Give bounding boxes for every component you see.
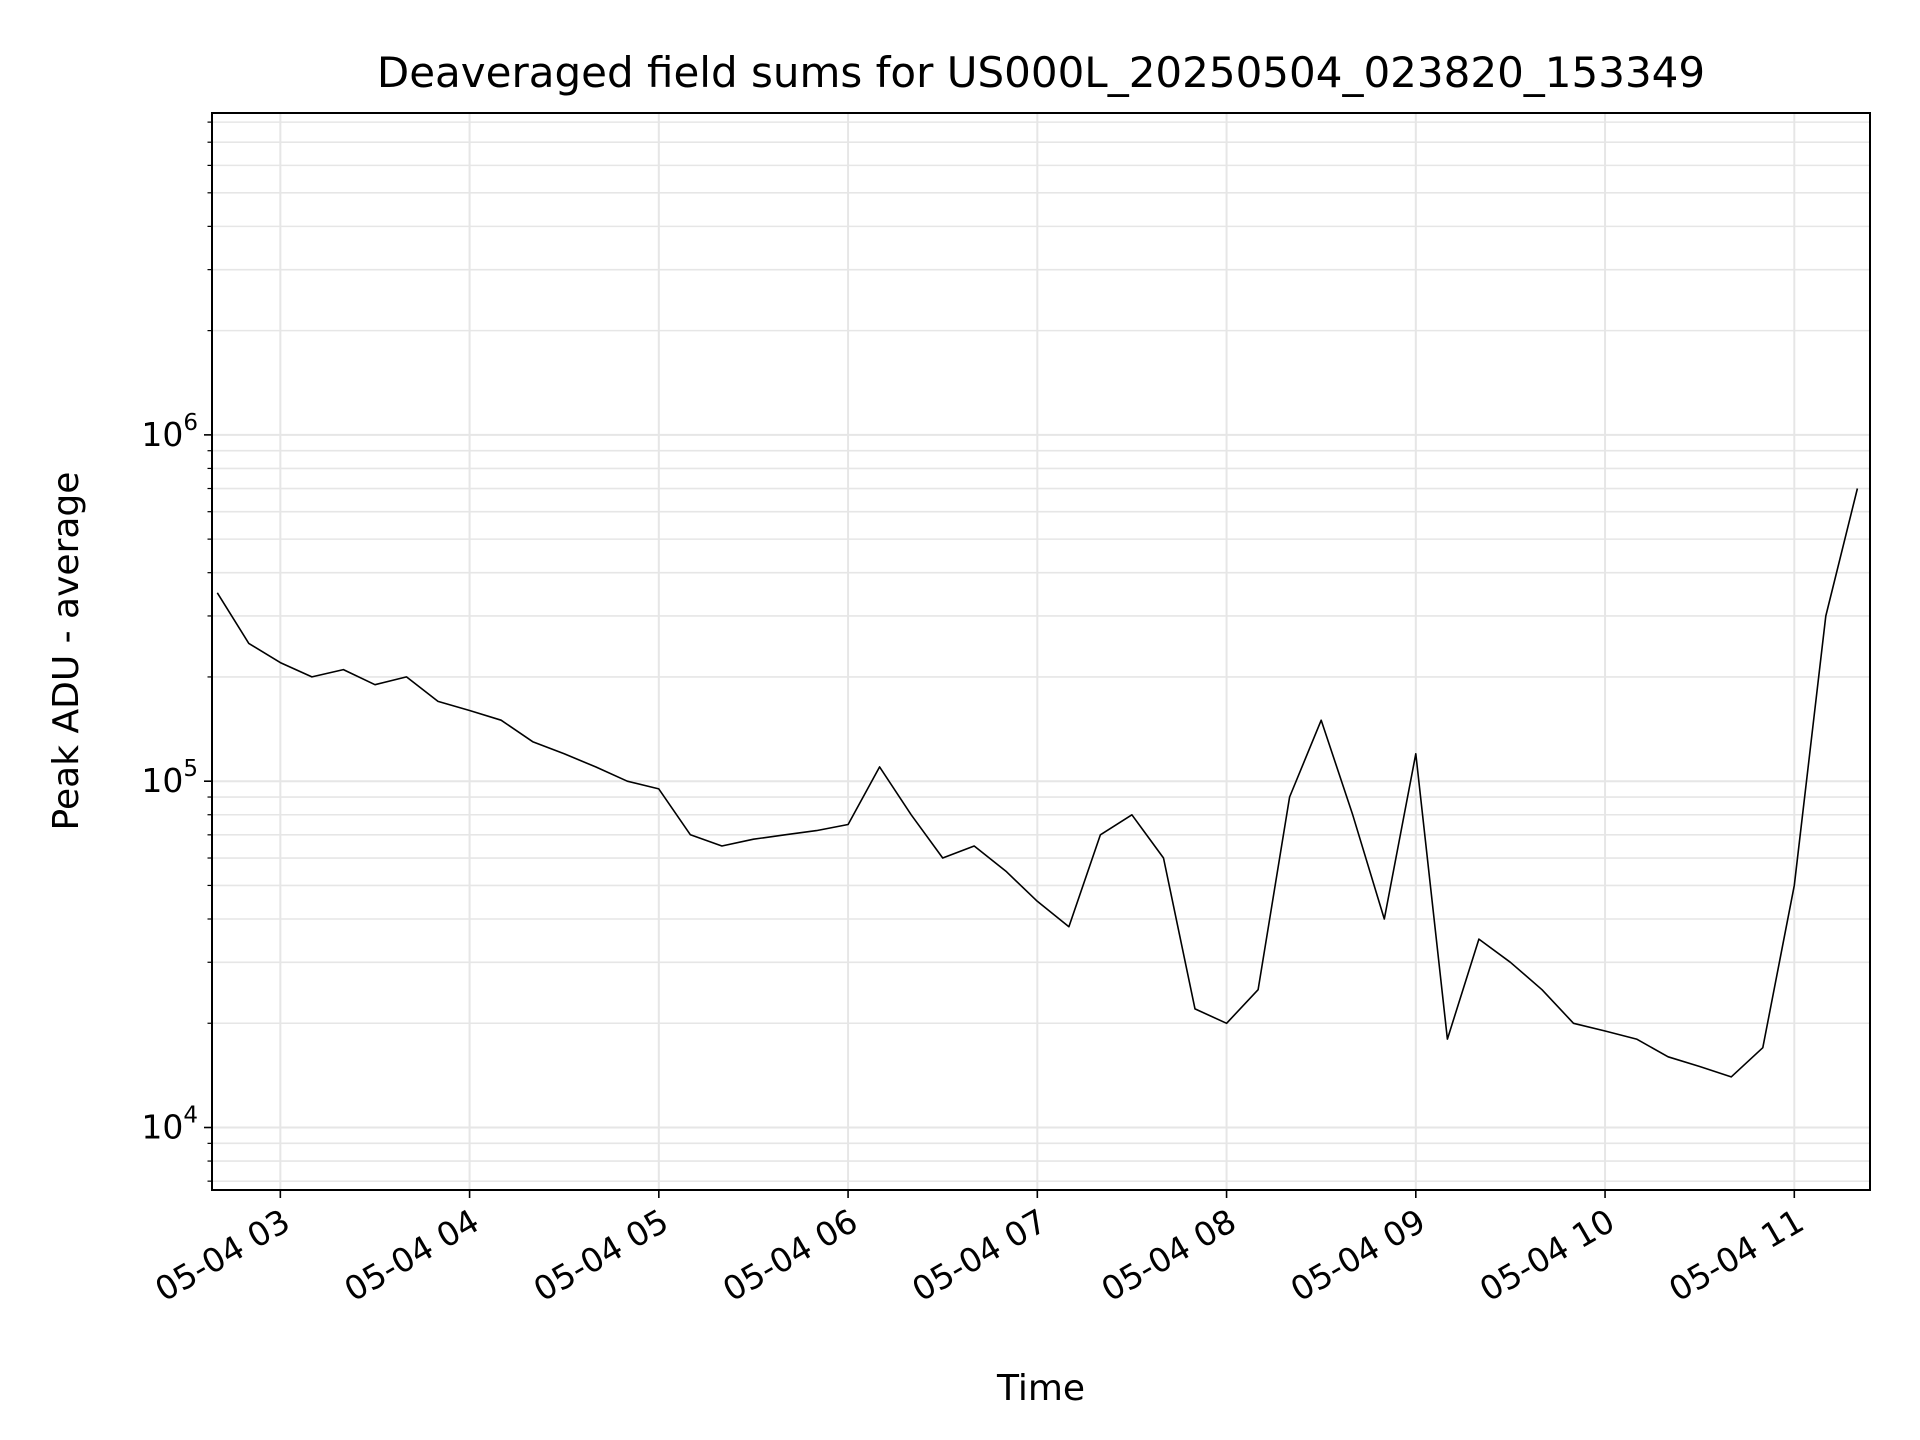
y-axis: 104 105 106 — [141, 121, 212, 1182]
series-layer — [216, 488, 1859, 1078]
y-tick-label: 105 — [141, 756, 198, 800]
x-axis-label: Time — [996, 1368, 1085, 1409]
y-tick-label: 106 — [141, 410, 198, 454]
series-line-0 — [216, 488, 1859, 1078]
chart-title: Deaveraged field sums for US000L_2025050… — [377, 48, 1705, 97]
y-axis-label: Peak ADU - average — [46, 472, 87, 831]
y-tick-label: 104 — [141, 1103, 198, 1147]
plot-frame — [211, 112, 1871, 1191]
grid-layer — [212, 113, 1870, 1190]
